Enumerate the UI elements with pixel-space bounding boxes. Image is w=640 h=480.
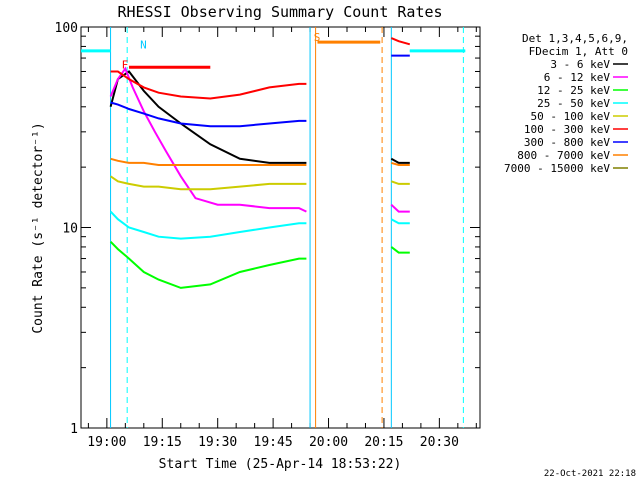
series-line [109, 66, 307, 213]
flag-annotation: F [122, 59, 129, 72]
series-line [110, 157, 307, 166]
legend-header: Det 1,3,4,5,6,9, [522, 32, 628, 45]
x-tick-label: 20:15 [364, 435, 403, 450]
series-line [390, 157, 410, 164]
chart-title: RHESSI Observing Summary Count Rates [117, 3, 442, 21]
x-tick-label: 19:15 [143, 435, 182, 450]
series-line [390, 246, 410, 254]
x-tick-label: 20:00 [309, 435, 348, 450]
x-tick-label: 19:45 [254, 435, 293, 450]
series-line [390, 37, 411, 46]
legend: Det 1,3,4,5,6,9,FDecim 1, Att 03 - 6 keV… [504, 32, 628, 175]
series-line [110, 101, 307, 128]
series-line [110, 175, 307, 191]
y-tick-label: 10 [62, 222, 78, 237]
y-tick-label: 1 [70, 422, 78, 437]
legend-header: FDecim 1, Att 0 [529, 45, 628, 58]
y-axis-label: Count Rate (s⁻¹ detector⁻¹) [31, 122, 46, 333]
series-line [109, 210, 307, 240]
series-line [391, 161, 410, 166]
flag-annotation: N [140, 39, 147, 52]
legend-label: 50 - 100 keV [531, 110, 611, 123]
legend-label: 12 - 25 keV [537, 84, 610, 97]
legend-label: 300 - 800 keV [524, 136, 610, 149]
x-tick-label: 19:30 [198, 435, 237, 450]
timestamp: 22-Oct-2021 22:18 [544, 469, 636, 479]
series-line [110, 70, 307, 100]
legend-label: 800 - 7000 keV [517, 149, 610, 162]
series-line [109, 240, 307, 289]
x-axis-label: Start Time (25-Apr-14 18:53:22) [159, 457, 402, 472]
legend-label: 100 - 300 keV [524, 123, 610, 136]
series-line [390, 218, 410, 225]
legend-label: 6 - 12 keV [544, 71, 611, 84]
x-tick-label: 19:00 [87, 435, 126, 450]
legend-label: 3 - 6 keV [550, 58, 610, 71]
flag-annotation: S [314, 31, 321, 44]
series-line [390, 180, 410, 185]
series-line [390, 203, 410, 213]
x-tick-label: 20:30 [420, 435, 459, 450]
legend-label: 25 - 50 keV [537, 97, 610, 110]
legend-label: 7000 - 15000 keV [504, 162, 610, 175]
y-tick-label: 100 [55, 21, 78, 36]
